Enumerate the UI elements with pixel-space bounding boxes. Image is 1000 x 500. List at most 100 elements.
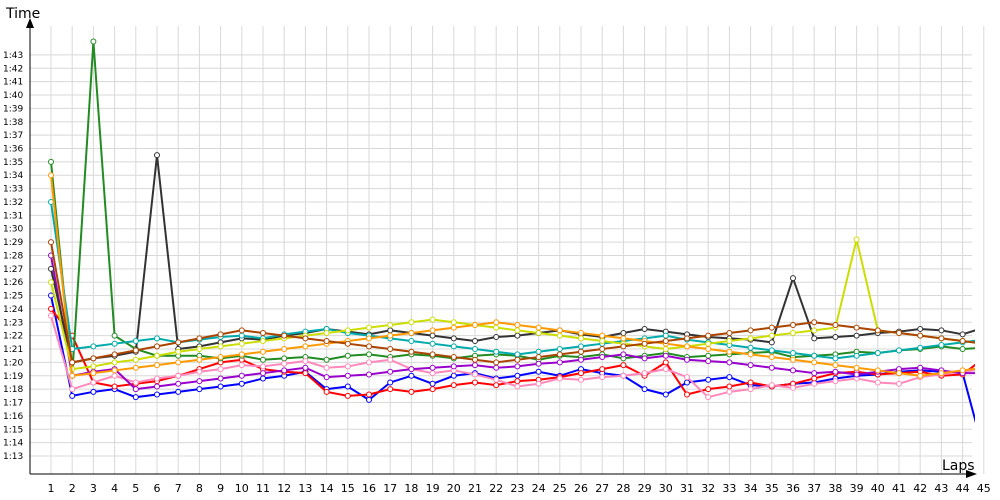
data-point — [684, 379, 690, 386]
data-point — [896, 370, 902, 377]
x-tick-label: 11 — [256, 482, 270, 495]
data-point — [514, 372, 521, 379]
data-point — [493, 348, 500, 355]
x-tick-label: 45 — [977, 482, 991, 495]
x-tick-label: 21 — [468, 482, 482, 495]
data-point — [790, 275, 796, 282]
data-point — [260, 375, 266, 382]
data-point — [260, 338, 266, 345]
data-point — [217, 366, 224, 373]
data-point — [917, 332, 924, 339]
y-tick-label: 1:17 — [3, 399, 23, 409]
data-point — [90, 370, 97, 377]
data-point — [556, 346, 563, 353]
x-tick-label: 8 — [196, 482, 203, 495]
data-point — [132, 338, 139, 345]
data-point — [217, 343, 224, 350]
data-point — [111, 383, 118, 390]
data-point — [493, 324, 500, 331]
data-point — [408, 372, 415, 379]
data-point — [578, 343, 584, 350]
data-point — [705, 352, 712, 359]
data-point — [154, 343, 160, 350]
y-tick-label: 1:23 — [3, 318, 23, 328]
y-tick-label: 1:36 — [3, 144, 23, 154]
data-point — [281, 346, 288, 353]
data-point — [726, 329, 733, 336]
data-point — [450, 324, 457, 331]
x-tick-label: 35 — [765, 482, 779, 495]
data-point — [344, 383, 351, 390]
x-tick-label: 15 — [341, 482, 355, 495]
data-point — [832, 321, 839, 328]
data-point — [450, 372, 457, 379]
data-point — [175, 388, 182, 395]
data-point — [387, 327, 394, 334]
data-point — [196, 368, 203, 375]
data-point — [48, 265, 54, 272]
y-tick-label: 1:42 — [3, 64, 23, 74]
data-point — [429, 332, 436, 339]
data-point — [726, 338, 733, 345]
data-point — [132, 356, 139, 363]
data-point — [662, 359, 669, 366]
data-point — [811, 359, 818, 366]
y-tick-label: 1:33 — [3, 185, 23, 195]
data-point — [217, 354, 224, 361]
data-point — [260, 329, 266, 336]
data-point — [790, 350, 796, 357]
data-point — [323, 388, 330, 395]
data-point — [238, 372, 245, 379]
data-point — [260, 348, 266, 355]
data-point — [662, 346, 669, 353]
x-tick-label: 43 — [934, 482, 948, 495]
data-point — [111, 340, 118, 347]
data-point — [959, 331, 966, 338]
data-point — [726, 348, 733, 355]
data-point — [302, 364, 309, 371]
data-point — [790, 329, 796, 336]
data-point — [429, 351, 436, 358]
data-point — [472, 362, 478, 369]
data-point — [726, 383, 733, 390]
x-tick-label: 33 — [722, 482, 736, 495]
y-tick-label: 1:20 — [3, 358, 23, 368]
data-point — [48, 292, 54, 299]
data-point — [662, 391, 669, 398]
data-point — [429, 364, 436, 371]
data-point — [344, 392, 351, 399]
y-tick-labels: 1:13 1:14 1:15 1:16 1:17 1:18 1:19 1:20 1:21 1:22… — [3, 51, 23, 462]
y-tick-label: 1:28 — [3, 251, 23, 261]
data-point — [387, 368, 394, 375]
data-point — [662, 338, 669, 345]
data-point — [662, 332, 669, 339]
data-point — [790, 367, 796, 374]
x-tick-label: 18 — [404, 482, 418, 495]
data-point — [768, 339, 775, 346]
data-point — [281, 332, 288, 339]
x-tick-label: 42 — [913, 482, 927, 495]
data-point — [175, 372, 182, 379]
x-tick-label: 23 — [510, 482, 524, 495]
data-point — [874, 327, 881, 334]
data-point — [69, 359, 76, 366]
data-point — [874, 367, 881, 374]
x-tick-label: 20 — [447, 482, 461, 495]
data-point — [472, 321, 478, 328]
x-tick-label: 41 — [892, 482, 906, 495]
x-tick-label: 19 — [426, 482, 440, 495]
data-point — [768, 324, 775, 331]
data-point — [387, 356, 394, 363]
x-tick-label: 29 — [638, 482, 652, 495]
data-point — [90, 388, 97, 395]
data-point — [705, 358, 712, 365]
y-tick-label: 1:26 — [3, 278, 23, 288]
x-tick-label: 28 — [616, 482, 630, 495]
data-point — [747, 327, 754, 334]
data-point — [217, 383, 224, 390]
data-point — [535, 380, 542, 387]
data-point — [747, 379, 754, 386]
data-point — [217, 375, 224, 382]
data-point — [69, 386, 76, 393]
data-point — [408, 329, 415, 336]
